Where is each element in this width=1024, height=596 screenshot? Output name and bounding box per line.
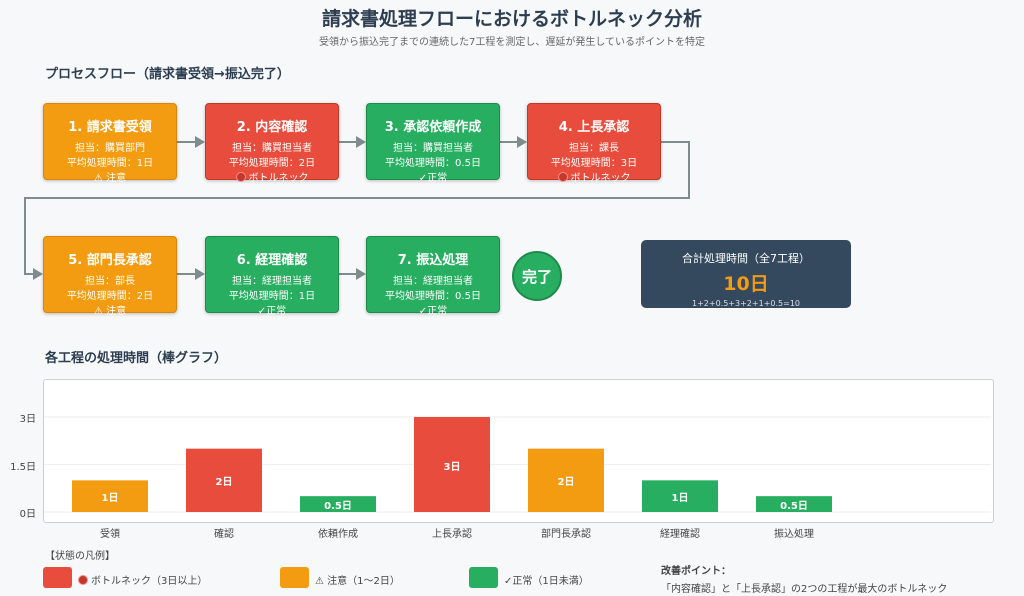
legend-label: ボトルネック（3日以上） [91, 576, 208, 587]
x-tick-label: 依頼作成 [318, 529, 358, 540]
bar-value-label: 1日 [671, 493, 689, 505]
flow-title: プロセスフロー（請求書受領→振込完了） [45, 67, 290, 82]
x-tick-label: 振込処理 [774, 529, 814, 540]
step-title: 4. 上長承認 [558, 120, 630, 135]
bar-value-label: 2日 [215, 477, 233, 489]
bar-3 [300, 496, 376, 512]
step-time: 平均処理時間：0.5日 [385, 291, 481, 302]
x-tick-label: 上長承認 [432, 529, 472, 540]
step-status-label: ✓正常 [257, 306, 287, 317]
total-value: 10日 [723, 273, 769, 295]
y-tick-label: 0日 [19, 509, 36, 520]
step-time: 平均処理時間：2日 [66, 291, 154, 302]
bar-4 [414, 417, 490, 512]
x-tick-label: 部門長承認 [541, 529, 591, 540]
step-title: 7. 振込処理 [397, 253, 469, 268]
y-tick-label: 3日 [19, 414, 36, 425]
step-status-label: ⚠ 注意 [93, 173, 127, 184]
step-status: ボトルネック [528, 171, 660, 186]
step-owner: 担当：購買担当者 [232, 143, 312, 154]
step-owner: 担当：課長 [569, 143, 619, 154]
process-step-4: 4. 上長承認 担当：課長 平均処理時間：3日 ボトルネック [527, 103, 661, 184]
process-step-5: 5. 部門長承認 担当：部長 平均処理時間：2日 ⚠ 注意 [43, 236, 177, 317]
legend-title: 【状態の凡例】 [45, 551, 115, 562]
step-title: 1. 請求書受領 [68, 120, 152, 135]
step-status-label: ✓正常 [418, 306, 448, 317]
step-owner: 担当：購買担当者 [393, 143, 473, 154]
bar-1 [72, 480, 148, 512]
x-tick-label: 経理確認 [660, 529, 700, 540]
step-status: ✓正常 [367, 171, 499, 186]
total-time-card: 合計処理時間（全7工程） 10日 1+2+0.5+3+2+1+0.5=10 [641, 240, 851, 308]
bar-value-label: 1日 [101, 493, 119, 505]
step-status: ⚠ 注意 [44, 171, 176, 186]
step-status: ✓正常 [206, 304, 338, 319]
step-owner: 担当：経理担当者 [393, 276, 473, 287]
bar-value-label: 2日 [557, 477, 575, 489]
x-tick-label: 受領 [100, 529, 120, 540]
step-time: 平均処理時間：1日 [66, 158, 154, 169]
step-status-label: ボトルネック [570, 173, 631, 184]
total-formula: 1+2+0.5+3+2+1+0.5=10 [692, 299, 800, 308]
step-owner: 担当：購買部門 [75, 143, 145, 154]
complete-badge: 完了 [512, 251, 562, 301]
red-dot-icon [78, 575, 88, 585]
step-status-label: ボトルネック [248, 173, 309, 184]
process-step-3: 3. 承認依頼作成 担当：購買担当者 平均処理時間：0.5日 ✓正常 [366, 103, 500, 184]
step-owner: 担当：部長 [85, 276, 135, 287]
x-tick-label: 確認 [214, 529, 234, 540]
bar-value-label: 3日 [443, 461, 461, 473]
bar-2 [186, 448, 262, 512]
process-step-1: 1. 請求書受領 担当：購買部門 平均処理時間：1日 ⚠ 注意 [43, 103, 177, 184]
legend-swatch-normal [469, 567, 498, 588]
step-time: 平均処理時間：0.5日 [385, 158, 481, 169]
improvement-text: 「内容確認」と「上長承認」の2つの工程が最大のボトルネック [661, 584, 948, 595]
bar-chart [44, 416, 991, 513]
page-subtitle: 受領から振込完了までの連続した7工程を測定し、遅延が発生しているポイントを特定 [318, 37, 706, 48]
step-time: 平均処理時間：3日 [550, 158, 638, 169]
legend-normal: ✓正常（1日未満） [504, 576, 589, 587]
legend-swatch-caution [280, 567, 309, 588]
page-title: 請求書処理フローにおけるボトルネック分析 [321, 8, 702, 30]
bar-value-label: 0.5日 [780, 501, 808, 513]
step-title: 2. 内容確認 [236, 120, 308, 135]
step-status: ✓正常 [367, 304, 499, 319]
step-status: ボトルネック [206, 171, 338, 186]
red-dot-icon [557, 172, 568, 182]
legend-caution: ⚠ 注意（1〜2日） [315, 576, 400, 587]
step-status-label: ✓正常 [418, 173, 448, 184]
legend-swatch-bottleneck [43, 567, 72, 588]
step-time: 平均処理時間：2日 [228, 158, 316, 169]
step-owner: 担当：経理担当者 [232, 276, 312, 287]
process-step-6: 6. 経理確認 担当：経理担当者 平均処理時間：1日 ✓正常 [205, 236, 339, 317]
step-title: 3. 承認依頼作成 [384, 120, 482, 135]
step-time: 平均処理時間：1日 [228, 291, 316, 302]
bar-value-label: 0.5日 [324, 501, 352, 513]
red-dot-icon [235, 172, 246, 182]
total-label: 合計処理時間（全7工程） [682, 252, 810, 265]
bar-7 [756, 496, 832, 512]
process-step-7: 7. 振込処理 担当：経理担当者 平均処理時間：0.5日 ✓正常 [366, 236, 500, 317]
bar-5 [528, 448, 604, 512]
y-tick-label: 1.5日 [10, 461, 36, 473]
bar-6 [642, 480, 718, 512]
step-title: 6. 経理確認 [236, 253, 308, 268]
step-status: ⚠ 注意 [44, 304, 176, 319]
step-title: 5. 部門長承認 [68, 253, 152, 268]
chart-title: 各工程の処理時間（棒グラフ） [45, 351, 228, 366]
step-status-label: ⚠ 注意 [93, 306, 127, 317]
process-step-2: 2. 内容確認 担当：購買担当者 平均処理時間：2日 ボトルネック [205, 103, 339, 184]
legend-bottleneck: ボトルネック（3日以上） [78, 572, 207, 587]
improvement-title: 改善ポイント： [661, 566, 731, 577]
flow-connectors [24, 136, 690, 280]
